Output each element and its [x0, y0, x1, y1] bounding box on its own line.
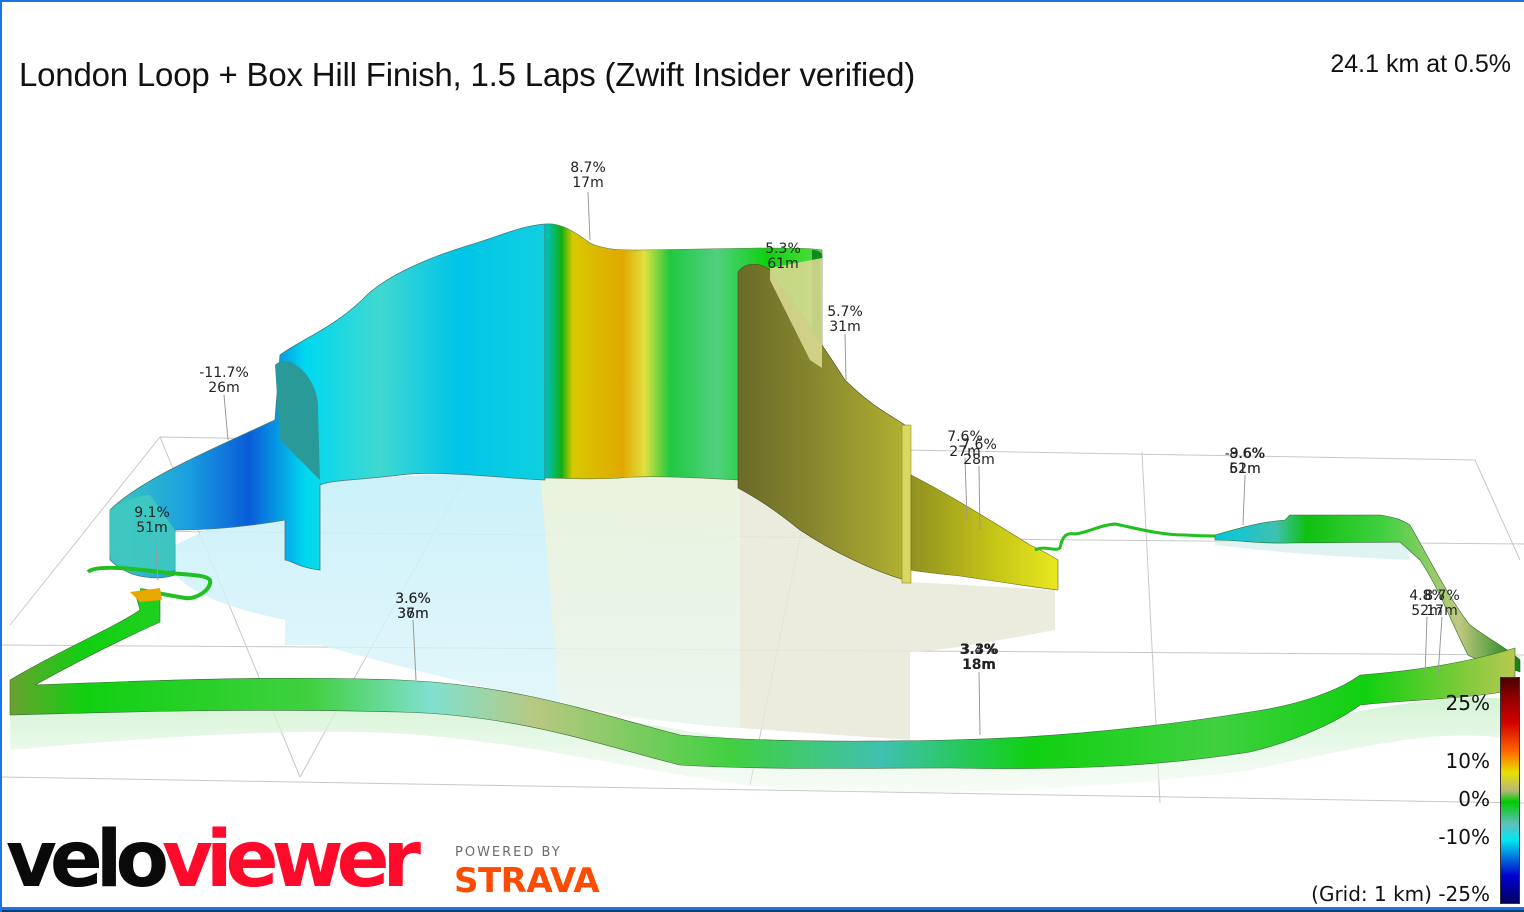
annotation-length: 61m — [1229, 461, 1260, 477]
logo-viewer: viewer — [162, 815, 421, 905]
route-title: London Loop + Box Hill Finish, 1.5 Laps … — [19, 56, 916, 93]
logo-velo: velo — [6, 815, 169, 905]
annotation-length: 52m — [1229, 461, 1260, 477]
annotation-length: 17m — [1426, 603, 1457, 619]
annotation-length: 31m — [829, 319, 860, 335]
annotation-length: 52m — [1411, 603, 1442, 619]
annotation-length: 27m — [949, 444, 980, 460]
annotation-length: 51m — [136, 520, 167, 536]
annotation-grade: 8.7% — [1424, 588, 1460, 604]
annotation-length: 36m — [397, 606, 428, 622]
strava-logo[interactable]: STRAVA — [454, 861, 600, 901]
powered-by-label: POWERED BY — [455, 845, 562, 860]
legend-tick-25: 25% — [1445, 691, 1490, 715]
legend-tick-10: 10% — [1445, 749, 1490, 773]
annotation-grade: 3.4% — [961, 642, 997, 658]
annotation-length: 61m — [767, 256, 798, 272]
annotation-grade: 3.3% — [960, 642, 999, 658]
route-ribbon-blue — [109, 223, 546, 579]
annotation-length: 37m — [397, 606, 428, 622]
annotation-grade: 8.7% — [570, 160, 606, 176]
annotation-grade: 3.6% — [395, 591, 431, 607]
route-ribbon-flat — [86, 522, 1216, 601]
legend-tick-0: 0% — [1458, 787, 1490, 811]
route-summary: 24.1 km at 0.5% — [1330, 50, 1511, 78]
annotation-grade: 8.6% — [1229, 446, 1265, 462]
annotation-grade: 3.6% — [395, 591, 431, 607]
annotation-length: 17m — [572, 175, 603, 191]
route-ribbon-south — [9, 588, 1516, 769]
annotation-grade: 5.7% — [827, 304, 863, 320]
route-ribbon-east — [1214, 514, 1521, 673]
climb-annotations: 8.7% 17m 5.3% 61m 5.7% 31m -11.7% 26m 9.… — [134, 160, 1460, 673]
annotation-grade: 4.8% — [1409, 588, 1445, 604]
annotation-length: 18m — [963, 657, 994, 673]
grid-scale-note: (Grid: 1 km) — [1311, 882, 1432, 906]
gradient-color-scale — [1500, 677, 1520, 904]
annotation-grade: -9.6% — [1225, 446, 1266, 462]
annotation-length: 28m — [963, 452, 994, 468]
annotation-grade: -11.7% — [199, 365, 249, 381]
legend-tick-minus10: -10% — [1438, 825, 1490, 849]
annotation-grade: 9.1% — [134, 505, 170, 521]
annotation-grade: 7.6% — [961, 437, 997, 453]
route-ribbon-yellow — [910, 474, 1059, 591]
annotation-grade: 7.6% — [947, 429, 983, 445]
annotation-grade: 5.3% — [765, 241, 801, 257]
annotation-length: 18m — [962, 657, 996, 673]
annotation-length: 26m — [208, 380, 239, 396]
legend-tick-minus25: (Grid: 1 km) -25% — [1311, 882, 1490, 906]
route-ribbon-olive — [737, 258, 912, 584]
annotation-leaders — [154, 191, 1443, 736]
